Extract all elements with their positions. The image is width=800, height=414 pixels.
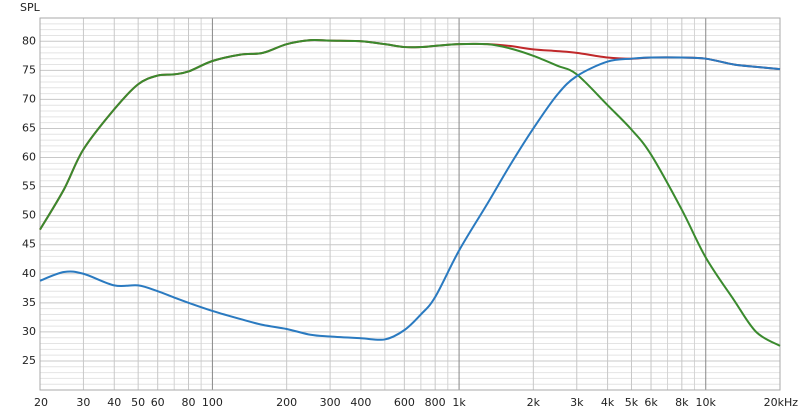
x-tick-label: 300 xyxy=(320,396,341,409)
y-tick-label: 65 xyxy=(22,121,36,134)
x-tick-label: 4k xyxy=(601,396,615,409)
x-tick-label: 200 xyxy=(276,396,297,409)
x-tick-label: 3k xyxy=(570,396,584,409)
response-curve xyxy=(39,38,781,347)
x-tick-label: 30 xyxy=(76,396,90,409)
y-tick-label: 70 xyxy=(22,92,36,105)
y-tick-label: 35 xyxy=(22,296,36,309)
y-tick-label: 30 xyxy=(22,325,36,338)
x-tick-label: 20 xyxy=(34,396,48,409)
y-tick-label: 25 xyxy=(22,354,36,367)
x-tick-label: 80 xyxy=(182,396,196,409)
x-tick-label: 10k xyxy=(696,396,717,409)
x-tick-label: 600 xyxy=(394,396,415,409)
x-tick-label: 6k xyxy=(644,396,658,409)
y-tick-label: 60 xyxy=(22,151,36,164)
x-tick-label: 100 xyxy=(202,396,223,409)
x-tick-label: 50 xyxy=(131,396,145,409)
x-tick-label: 20kHz xyxy=(764,396,799,409)
y-axis-label: SPL xyxy=(20,1,41,14)
x-tick-label: 8k xyxy=(675,396,689,409)
x-tick-label: 60 xyxy=(151,396,165,409)
y-tick-label: 75 xyxy=(22,63,36,76)
x-tick-label: 5k xyxy=(625,396,639,409)
response-curve xyxy=(39,56,781,341)
y-tick-label: 40 xyxy=(22,267,36,280)
x-tick-label: 400 xyxy=(350,396,371,409)
x-tick-label: 2k xyxy=(527,396,541,409)
y-tick-label: 50 xyxy=(22,209,36,222)
plot-frame xyxy=(39,17,781,391)
x-tick-label: 800 xyxy=(425,396,446,409)
y-tick-label: 45 xyxy=(22,238,36,251)
y-tick-label: 55 xyxy=(22,180,36,193)
x-tick-label: 1k xyxy=(452,396,466,409)
x-tick-label: 40 xyxy=(107,396,121,409)
y-tick-label: 80 xyxy=(22,34,36,47)
